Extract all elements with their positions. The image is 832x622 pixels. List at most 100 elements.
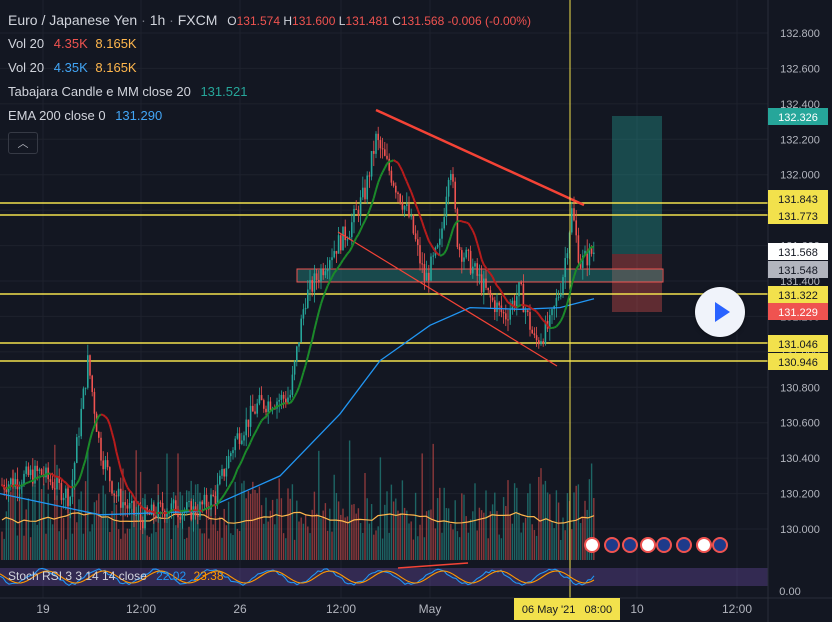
- ma20-segment: [359, 224, 364, 231]
- candle-body: [375, 133, 377, 154]
- indicator-name: EMA 200 close 0: [8, 108, 106, 123]
- candle-body: [551, 309, 553, 316]
- candle-body: [588, 248, 591, 266]
- volume-bar: [80, 491, 82, 560]
- volume-bar: [555, 490, 558, 560]
- candle-body: [238, 433, 241, 444]
- volume-bar: [518, 512, 520, 560]
- candle-body: [291, 374, 294, 395]
- candle-body: [249, 405, 252, 427]
- candle-body: [276, 401, 278, 409]
- volume-bar: [529, 483, 531, 560]
- volume-bar: [320, 518, 322, 560]
- volume-bar: [522, 522, 525, 560]
- replay-play-button[interactable]: [695, 287, 745, 337]
- volume-bar: [230, 533, 232, 560]
- volume-bar: [388, 532, 390, 560]
- legend-toggle-button[interactable]: ︿: [8, 132, 38, 154]
- price-tick-label: 130.000: [780, 524, 820, 536]
- svg-text:131.322: 131.322: [778, 290, 818, 302]
- candle-body: [520, 282, 522, 285]
- ma20-segment: [168, 509, 173, 514]
- svg-text:131.548: 131.548: [778, 265, 818, 277]
- ma20-segment: [219, 497, 223, 502]
- candle-body: [36, 465, 38, 472]
- price-tick-label: 132.400: [780, 99, 820, 111]
- candle-body: [566, 253, 569, 259]
- ma20-segment: [324, 285, 329, 292]
- indicator-row-tabajara[interactable]: Tabajara Candle e MM close 20 131.521: [8, 80, 531, 104]
- volume-bar: [43, 483, 45, 560]
- ma20-segment: [489, 273, 494, 278]
- candle-body: [425, 272, 428, 281]
- support-trendline[interactable]: [337, 231, 558, 367]
- ma20-segment: [86, 439, 91, 450]
- volume-bar: [579, 523, 582, 560]
- volume-bar: [573, 492, 575, 560]
- ma20-segment: [291, 396, 296, 401]
- candle-body: [232, 450, 234, 454]
- ma20-segment: [467, 222, 472, 228]
- interval-label[interactable]: 1h: [149, 12, 166, 28]
- indicator-row-vol1[interactable]: Vol 20 4.35K 8.165K: [8, 32, 531, 56]
- ma20-segment: [449, 228, 454, 237]
- candle-body: [445, 196, 448, 217]
- symbol-name[interactable]: Euro / Japanese Yen: [8, 12, 138, 28]
- ma20-segment: [480, 258, 485, 266]
- volume-bar: [458, 537, 461, 560]
- rsi-legend[interactable]: Stoch RSI 3 3 14 14 close 22.02 23.38: [8, 569, 224, 583]
- ohlc-low: 131.481: [345, 14, 389, 28]
- candle-body: [45, 467, 47, 478]
- ma20-segment: [570, 276, 575, 285]
- ma20-segment: [421, 221, 426, 230]
- ma20-segment: [204, 507, 207, 511]
- stop-zone: [612, 254, 662, 312]
- candle-body: [131, 501, 133, 503]
- resistance-trendline[interactable]: [375, 108, 585, 207]
- event-markers[interactable]: [584, 537, 728, 553]
- candle-body: [337, 235, 340, 254]
- volume-bar: [243, 480, 245, 560]
- volume-bar: [516, 487, 518, 560]
- candle-body: [335, 251, 338, 254]
- ma20-segment: [295, 386, 300, 393]
- candle-body: [571, 208, 573, 233]
- ma20-segment: [251, 432, 256, 438]
- volume-bar: [51, 524, 54, 560]
- volume-bar: [368, 523, 371, 560]
- volume-bar: [373, 534, 375, 560]
- ma20-segment: [390, 159, 395, 163]
- ma20-segment: [412, 197, 417, 205]
- volume-bar: [494, 492, 496, 560]
- tag-131322: 131.322: [768, 286, 828, 303]
- candle-body: [342, 226, 344, 251]
- volume-bar: [278, 478, 280, 560]
- ma20-segment: [36, 476, 40, 479]
- candle-body: [29, 469, 32, 476]
- volume-bar: [406, 510, 408, 560]
- volume-bar: [414, 492, 417, 560]
- indicator-value: 4.35K: [53, 36, 88, 51]
- indicator-row-vol2[interactable]: Vol 20 4.35K 8.165K: [8, 56, 531, 80]
- ma20-segment: [588, 246, 593, 250]
- volume-bars: [1, 440, 595, 560]
- ma20-segment: [339, 259, 344, 265]
- ma20-segment: [529, 306, 533, 310]
- candle-body: [430, 256, 432, 281]
- candle-body: [474, 263, 476, 267]
- indicator-row-ema[interactable]: EMA 200 close 0 131.290: [8, 104, 531, 128]
- horizontal-levels[interactable]: [0, 202, 768, 362]
- ma20-segment: [122, 475, 127, 483]
- ma20-segment: [317, 303, 322, 313]
- rsi-d-value: 23.38: [193, 569, 224, 583]
- ma20-segment: [108, 424, 113, 434]
- volume-bar: [267, 521, 269, 560]
- volume-bar: [370, 504, 373, 560]
- ma20-segment: [527, 305, 531, 309]
- volume-bar: [100, 516, 102, 560]
- candle-body: [348, 237, 351, 240]
- legend-symbol-row[interactable]: Euro / Japanese Yen · 1h · FXCM O131.574…: [8, 12, 531, 28]
- economic-event-marker: [622, 537, 638, 553]
- volume-bar: [410, 521, 412, 560]
